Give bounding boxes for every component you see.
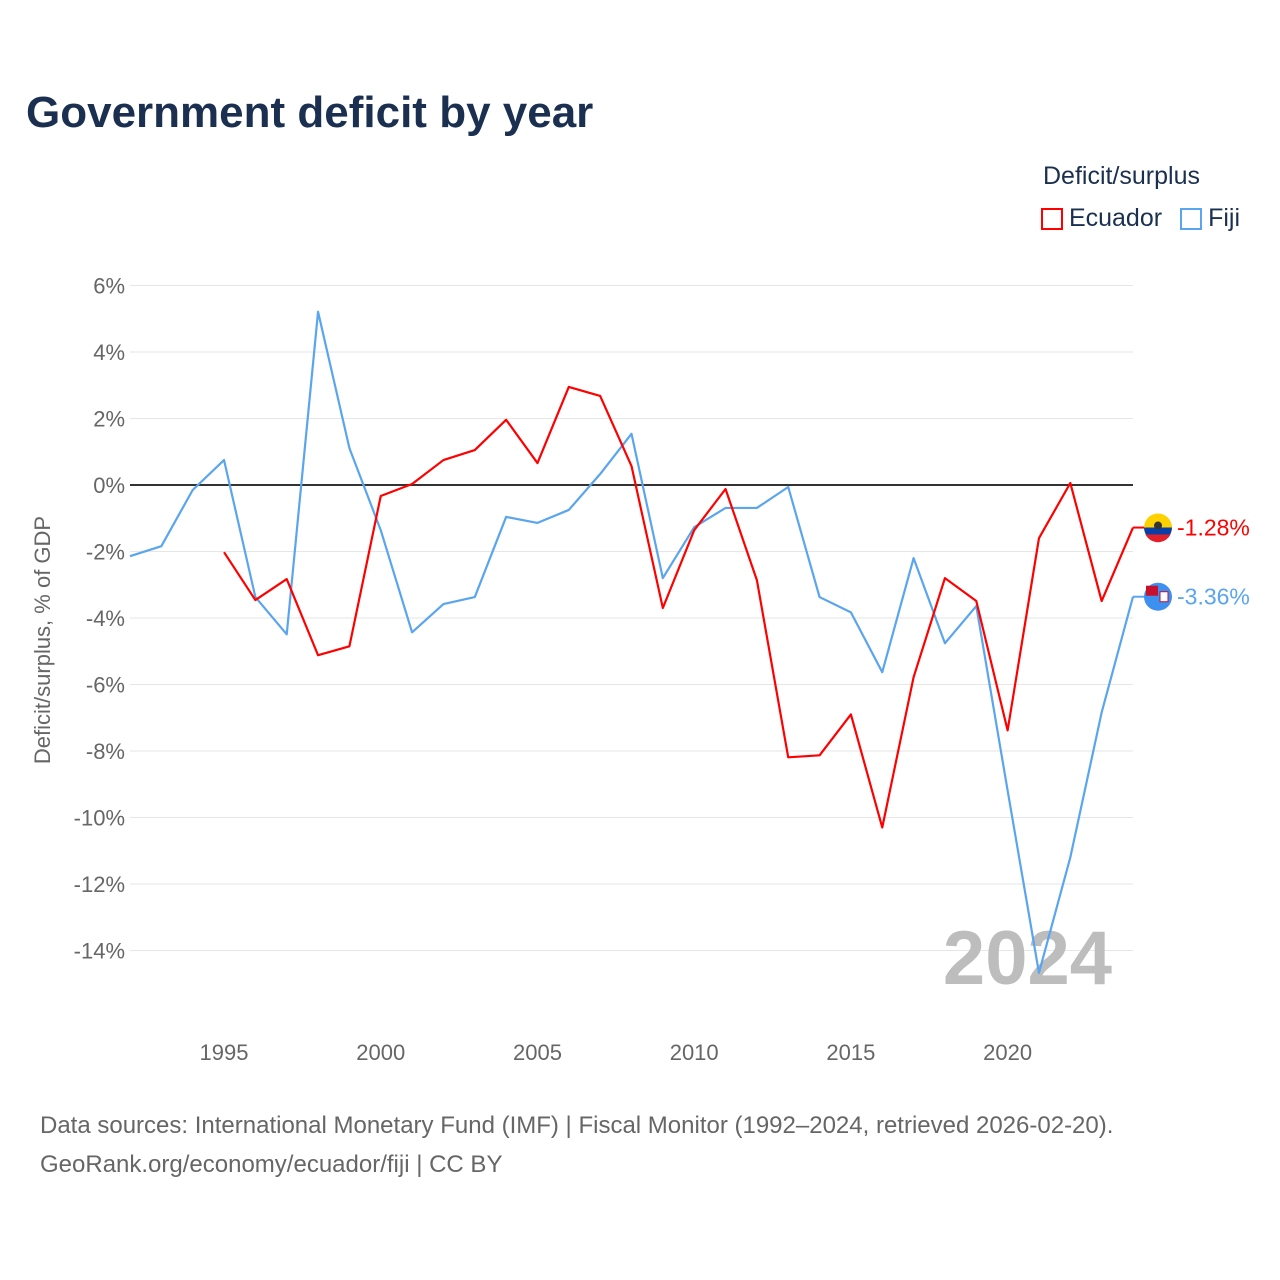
legend-title: Deficit/surplus — [1043, 162, 1200, 190]
fiji-flag-icon — [1144, 582, 1172, 611]
y-tick-label: 6% — [93, 274, 125, 299]
end-value-label-ecuador: -1.28% — [1177, 515, 1250, 541]
x-tick-label: 2015 — [826, 1040, 875, 1065]
legend-swatch-ecuador — [1040, 207, 1063, 230]
series-line-fiji — [129, 310, 1135, 974]
y-tick-label: -6% — [86, 673, 125, 698]
legend-label-ecuador: Ecuador — [1068, 204, 1163, 232]
legend-label-fiji: Fiji — [1208, 204, 1240, 232]
x-tick-label: 2005 — [513, 1040, 562, 1065]
source-line-2: GeoRank.org/economy/ecuador/fiji | CC BY — [40, 1151, 503, 1178]
y-tick-label: -10% — [74, 806, 125, 831]
x-tick-label: 2010 — [670, 1040, 719, 1065]
ecuador-flag-emblem — [1154, 521, 1162, 530]
legend-swatch-fiji — [1180, 207, 1203, 230]
legend-item-ecuador[interactable]: Ecuador — [1040, 204, 1163, 233]
ecuador-flag-blue — [1144, 527, 1172, 542]
y-tick-label: -4% — [86, 606, 125, 631]
x-tick-label: 1995 — [200, 1040, 249, 1065]
x-tick-label: 2000 — [356, 1040, 405, 1065]
fiji-flag-canton — [1146, 585, 1158, 596]
source-note: Data sources: International Monetary Fun… — [40, 1106, 1113, 1184]
chart-title: Government deficit by year — [26, 88, 594, 137]
ecuador-flag-red — [1145, 534, 1171, 543]
year-watermark: 2024 — [943, 916, 1112, 1001]
legend: Ecuador Fiji — [1040, 204, 1240, 233]
y-tick-label: -12% — [74, 872, 125, 897]
y-tick-label: -2% — [86, 540, 125, 565]
end-value-label-fiji: -3.36% — [1177, 584, 1250, 610]
y-tick-label: 0% — [93, 473, 125, 498]
y-tick-label: -8% — [86, 739, 125, 764]
source-line-1: Data sources: International Monetary Fun… — [40, 1112, 1114, 1139]
x-tick-label: 2020 — [983, 1040, 1032, 1065]
y-tick-label: -14% — [74, 939, 125, 964]
y-tick-label: 2% — [93, 407, 125, 432]
legend-item-fiji[interactable]: Fiji — [1180, 204, 1240, 233]
y-tick-label: 4% — [93, 340, 125, 365]
fiji-flag-shield — [1159, 591, 1169, 603]
series-line-ecuador — [223, 385, 1135, 829]
ecuador-flag-icon — [1144, 513, 1172, 542]
y-axis-label: Deficit/surplus, % of GDP — [30, 516, 55, 764]
